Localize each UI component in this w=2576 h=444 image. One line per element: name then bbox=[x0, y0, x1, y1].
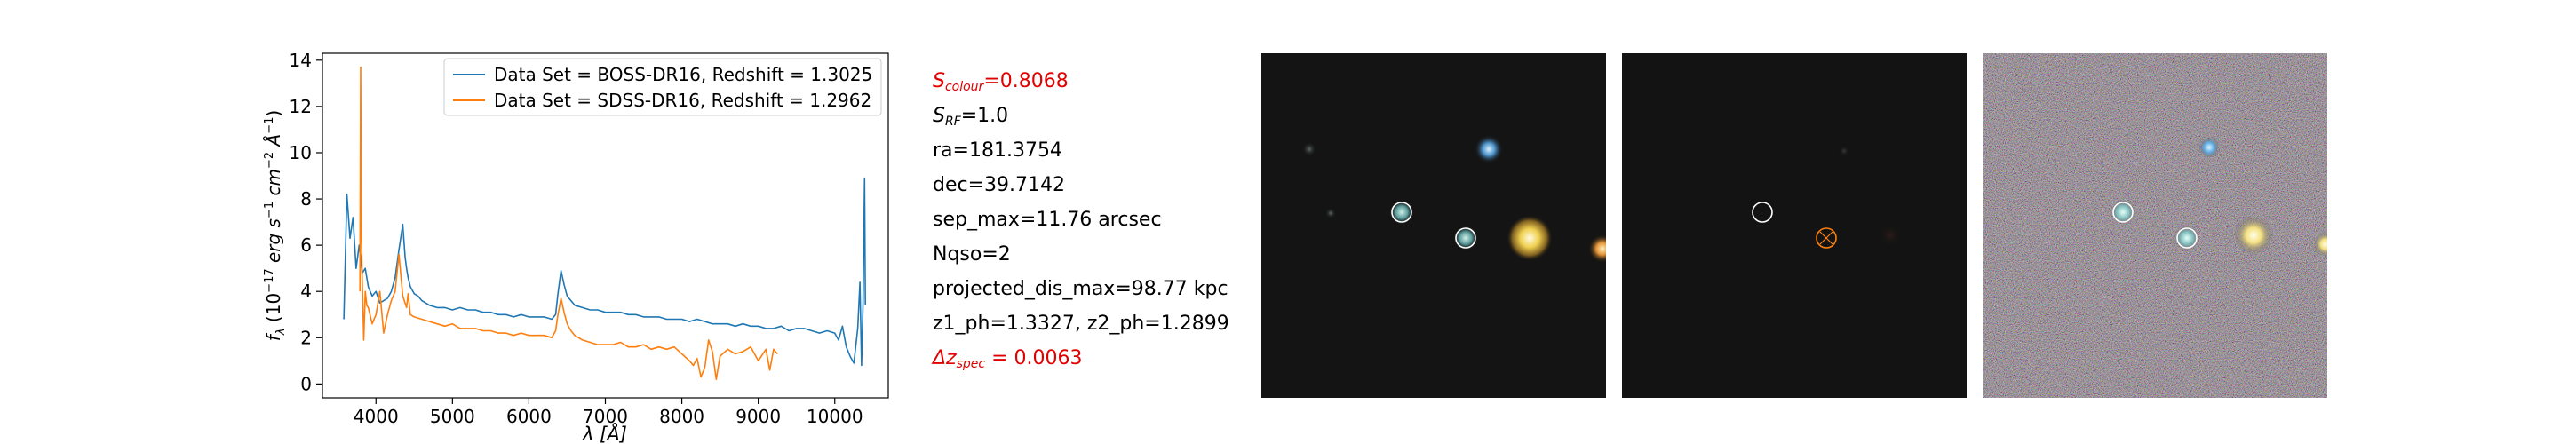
y-tick-label: 0 bbox=[300, 373, 312, 394]
source-faint bbox=[1302, 142, 1316, 156]
legend: Data Set = BOSS-DR16, Redshift = 1.3025 D… bbox=[443, 58, 882, 116]
source-qso-2 bbox=[2174, 226, 2199, 250]
ra-line: ra=181.3754 bbox=[933, 139, 1062, 162]
x-ticks: 4000 5000 6000 7000 8000 9000 10000 bbox=[354, 398, 863, 427]
residual-marker-2 bbox=[1816, 227, 1837, 249]
x-tick-label: 10000 bbox=[807, 406, 863, 427]
sep-max-line: sep_max=11.76 arcsec bbox=[933, 209, 1162, 231]
source-orange-edge bbox=[1588, 234, 1606, 263]
x-tick-label: 8000 bbox=[659, 406, 704, 427]
noise-background bbox=[1983, 53, 2327, 398]
y-tick-label: 10 bbox=[290, 142, 312, 163]
y-ticks: 0 2 4 6 8 10 12 14 bbox=[290, 50, 322, 394]
source-yellow-edge bbox=[2313, 232, 2327, 257]
object-info-panel: Scolour=0.8068 SRF=1.0 ra=181.3754 dec=3… bbox=[933, 64, 1229, 376]
y-tick-label: 14 bbox=[290, 50, 312, 71]
legend-box bbox=[443, 58, 882, 116]
spectrum-chart: 4000 5000 6000 7000 8000 9000 10000 0 2 4 6 8 10 12 1… bbox=[263, 50, 889, 444]
residual-marker-1 bbox=[1752, 202, 1773, 223]
residual-cross bbox=[1819, 231, 1833, 245]
nqso-line: Nqso=2 bbox=[933, 243, 1011, 266]
dec-line: dec=39.7142 bbox=[933, 174, 1066, 196]
y-tick-label: 6 bbox=[300, 234, 312, 256]
residual-blob bbox=[1878, 223, 1903, 248]
sky-image-enhanced bbox=[1983, 53, 2327, 398]
source-yellow bbox=[2234, 216, 2273, 255]
qso-marker-1 bbox=[2112, 202, 2134, 223]
s-rf-line: SRF=1.0 bbox=[933, 105, 1009, 129]
series-lines bbox=[343, 66, 866, 381]
y-tick-label: 4 bbox=[300, 281, 312, 302]
source-qso-1 bbox=[1389, 200, 1414, 225]
qso-marker-2 bbox=[1455, 227, 1476, 249]
y-tick-label: 8 bbox=[300, 188, 312, 210]
x-axis-label: λ [Å] bbox=[582, 422, 627, 444]
y-axis-label: fλ (10−17 erg s−1 cm−2 Å−1) bbox=[263, 110, 288, 341]
dz-spec-line: Δzspec = 0.0063 bbox=[933, 347, 1083, 371]
qso-marker-1 bbox=[1391, 202, 1412, 223]
z-ph-line: z1_ph=1.3327, z2_ph=1.2899 bbox=[933, 313, 1229, 335]
series-line-1 bbox=[343, 177, 866, 367]
legend-entry: Data Set = BOSS-DR16, Redshift = 1.3025 bbox=[494, 64, 872, 85]
x-tick-label: 7000 bbox=[583, 406, 628, 427]
series-line-2 bbox=[359, 66, 778, 381]
residual-faint bbox=[1839, 146, 1849, 156]
source-qso-1 bbox=[2111, 200, 2135, 225]
x-tick-label: 4000 bbox=[354, 406, 399, 427]
source-blue bbox=[2198, 137, 2220, 158]
source-blue bbox=[1475, 135, 1503, 163]
y-tick-label: 12 bbox=[290, 96, 312, 117]
x-tick-label: 5000 bbox=[430, 406, 475, 427]
projected-dis-max-line: projected_dis_max=98.77 kpc bbox=[933, 278, 1228, 300]
x-tick-label: 9000 bbox=[735, 406, 781, 427]
s-colour-line: Scolour=0.8068 bbox=[933, 70, 1069, 94]
source-faint bbox=[1325, 208, 1336, 218]
source-yellow bbox=[1507, 215, 1553, 261]
sky-image-color bbox=[1261, 53, 1606, 398]
legend-entry: Data Set = SDSS-DR16, Redshift = 1.2962 bbox=[494, 90, 871, 111]
x-tick-label: 6000 bbox=[506, 406, 552, 427]
sky-image-residual bbox=[1622, 53, 1967, 398]
source-qso-2 bbox=[1453, 226, 1478, 250]
qso-marker-2 bbox=[2176, 227, 2198, 249]
y-tick-label: 2 bbox=[300, 327, 312, 348]
